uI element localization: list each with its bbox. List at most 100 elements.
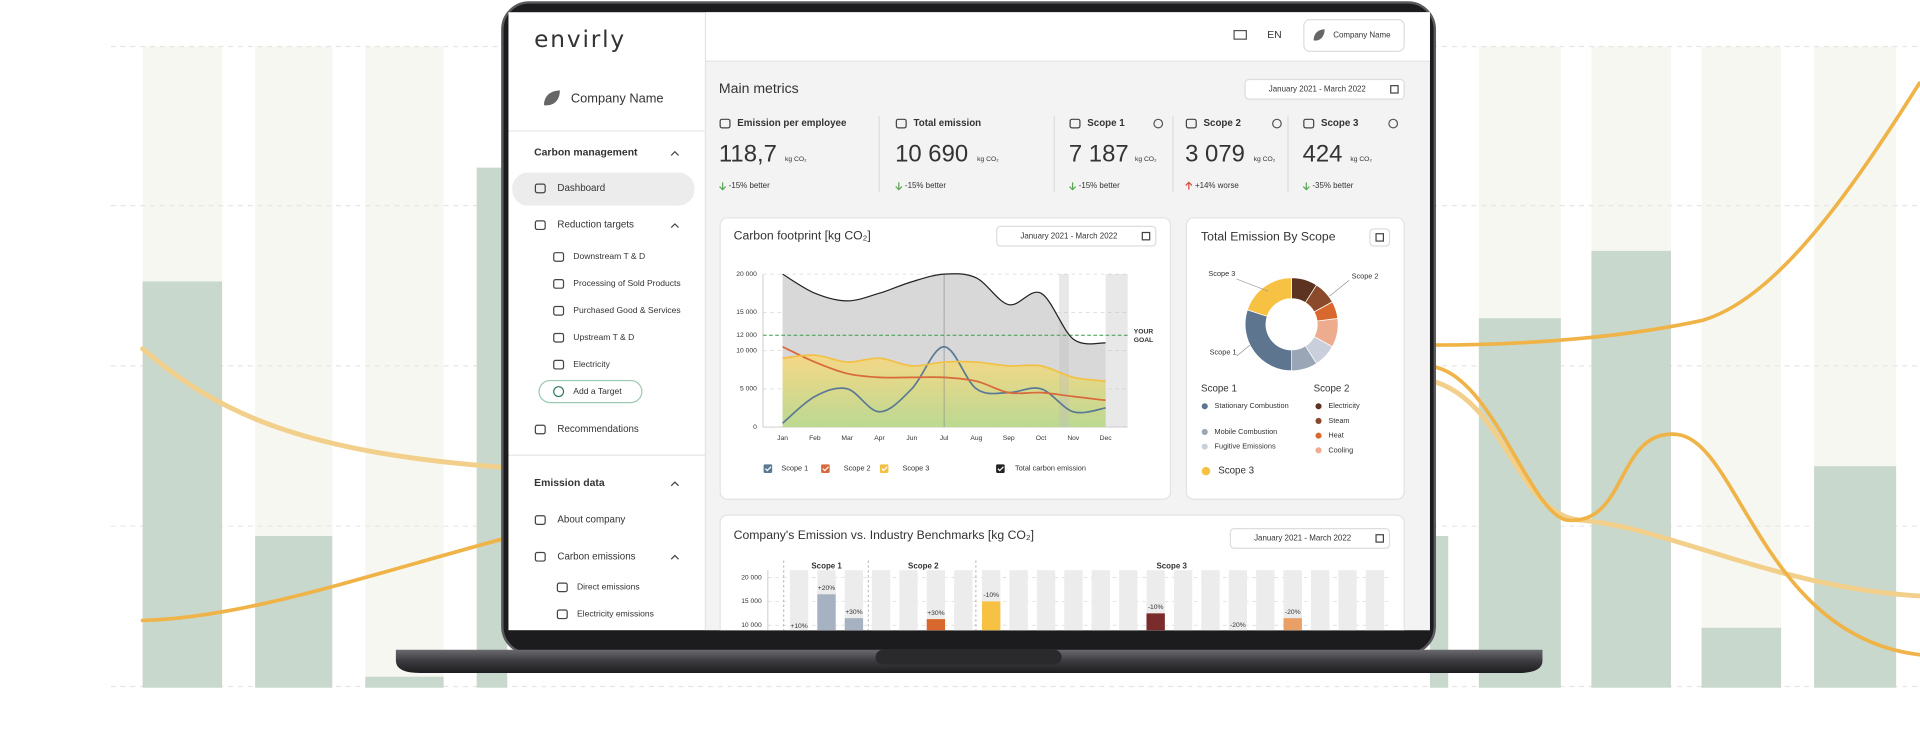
submenu-item[interactable]: Direct emissions <box>577 582 640 592</box>
menu-item[interactable]: Recommendations <box>557 424 639 435</box>
calendar-icon <box>1375 233 1385 242</box>
active-item-bg <box>512 172 695 206</box>
legend-checkbox[interactable] <box>996 464 1005 473</box>
language[interactable]: EN <box>1267 30 1281 41</box>
menu-item[interactable]: About company <box>557 515 625 526</box>
submenu-item[interactable]: Processing of Sold Products <box>573 278 680 288</box>
legend-dot <box>1201 403 1208 410</box>
menu-icon <box>553 359 565 370</box>
company-icon <box>543 90 560 106</box>
add-target-label[interactable]: Add a Target <box>573 386 622 396</box>
legend-label: Heat <box>1328 431 1343 440</box>
date-range[interactable]: January 2021 - March 2022 <box>1269 84 1367 93</box>
chevron <box>670 223 679 229</box>
series-line <box>782 345 1106 402</box>
section-title[interactable]: Emission data <box>534 478 605 489</box>
legend-checkbox[interactable] <box>879 464 889 473</box>
date-range[interactable]: January 2021 - March 2022 <box>1020 231 1118 240</box>
company-button[interactable] <box>1303 18 1405 53</box>
slot-background <box>1228 570 1248 631</box>
change-label: -10% <box>1148 604 1164 611</box>
submenu-item[interactable]: Electricity <box>573 359 610 369</box>
section-title[interactable]: Carbon management <box>534 148 638 159</box>
legend-label: Stationary Combustion <box>1215 401 1289 410</box>
mail-icon[interactable] <box>1233 29 1247 40</box>
x-tick-label: Feb <box>809 435 821 442</box>
y-tick-label: 10 000 <box>736 347 757 354</box>
legend-label[interactable]: Scope 3 <box>902 464 929 473</box>
slot-background <box>1201 570 1220 631</box>
trend-arrow <box>1302 182 1310 191</box>
slot-background <box>1036 570 1056 631</box>
info-icon[interactable] <box>1388 118 1399 129</box>
x-tick-label: Mar <box>841 435 853 442</box>
legend-label[interactable]: Scope 1 <box>781 464 808 473</box>
menu-icon <box>556 609 568 620</box>
section-title: Main metrics <box>719 80 799 96</box>
add-icon <box>553 386 565 398</box>
x-tick-label: Aug <box>970 435 982 442</box>
info-icon[interactable] <box>1272 118 1282 129</box>
date-picker[interactable] <box>1229 528 1391 549</box>
slot-background <box>1009 570 1028 631</box>
slot-background <box>1283 570 1302 631</box>
callout-line <box>1329 279 1350 297</box>
legend-dot <box>1201 428 1208 436</box>
date-picker[interactable] <box>1244 78 1405 100</box>
date-picker[interactable] <box>996 225 1157 247</box>
company-name: Company Name <box>571 91 664 106</box>
legend-label[interactable]: Scope 2 <box>844 464 871 473</box>
slot-background <box>1064 570 1083 631</box>
menu-item[interactable]: Carbon emissions <box>557 551 635 562</box>
metric-change: -15% better <box>1079 181 1120 190</box>
metric-unit: kg CO₂ <box>1254 156 1276 163</box>
legend-heading: Scope 1 <box>1201 384 1237 395</box>
submenu-item[interactable]: Downstream T & D <box>573 251 645 261</box>
y-tick-label: 5 000 <box>740 386 757 393</box>
slot-background <box>954 570 973 631</box>
metric-label: Total emission <box>914 118 982 129</box>
metric-label: Scope 2 <box>1204 118 1242 129</box>
legend-dot <box>1315 432 1322 439</box>
chevron <box>670 150 679 156</box>
callout-line <box>1236 278 1269 292</box>
menu-icon <box>553 279 565 289</box>
company-button-label[interactable]: Company Name <box>1333 31 1391 40</box>
y-tick-label: 20 000 <box>741 574 762 581</box>
info-icon[interactable] <box>1153 118 1164 129</box>
submenu-item[interactable]: Purchased Good & Services <box>573 305 680 315</box>
chevron <box>670 554 679 560</box>
slot-background <box>1338 570 1357 631</box>
legend-label[interactable]: Total carbon emission <box>1015 464 1086 473</box>
legend-checkbox[interactable] <box>821 464 830 473</box>
calendar-button[interactable] <box>1369 228 1391 247</box>
menu-icon <box>534 424 546 435</box>
bar <box>926 619 946 631</box>
add-target-button[interactable] <box>538 379 643 404</box>
chevron <box>670 481 679 487</box>
slot-background <box>1256 570 1275 631</box>
menu-icon <box>556 582 568 593</box>
metric-value: 424 <box>1303 141 1343 168</box>
slot-background <box>1173 570 1193 631</box>
metric-unit: kg CO₂ <box>977 156 999 163</box>
menu-icon <box>553 305 565 316</box>
menu-item[interactable]: Reduction targets <box>557 220 634 231</box>
legend-heading: Scope 2 <box>1314 384 1350 395</box>
menu-icon <box>553 252 565 262</box>
legend-label: Electricity <box>1328 401 1360 410</box>
legend-checkbox[interactable] <box>763 464 773 473</box>
date-range[interactable]: January 2021 - March 2022 <box>1254 534 1352 543</box>
menu-icon <box>895 118 907 129</box>
trend-arrow <box>719 182 727 191</box>
submenu-item[interactable]: Upstream T & D <box>573 332 634 342</box>
card-title: Carbon footprint [kg CO₂] <box>734 228 871 242</box>
submenu-item[interactable]: Electricity emissions <box>577 609 654 619</box>
company-icon <box>1313 29 1325 41</box>
menu-item[interactable]: Dashboard <box>557 183 605 194</box>
bar <box>1283 618 1302 631</box>
slot-background <box>1091 570 1111 631</box>
y-tick-label: 12 000 <box>736 332 757 339</box>
check-mark <box>765 466 772 472</box>
